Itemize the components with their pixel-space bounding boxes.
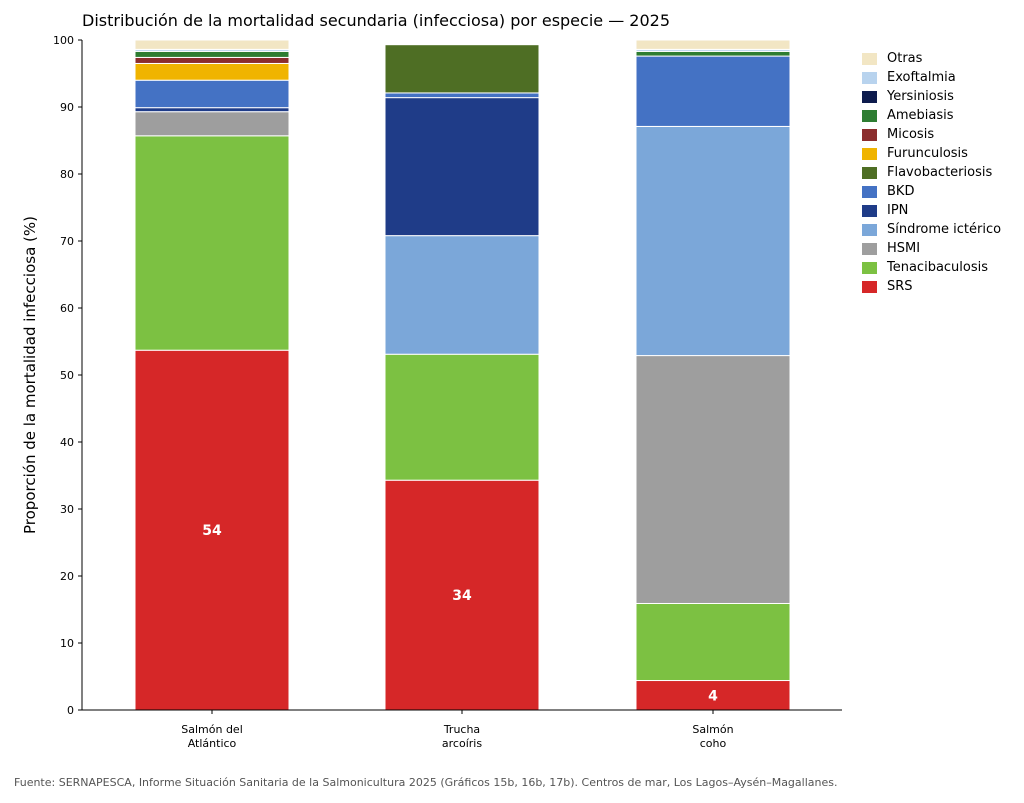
legend-label: Amebiasis [887, 108, 954, 123]
x-tick-label: Atlántico [188, 737, 237, 750]
bar-segment [384, 479, 540, 711]
legend-swatch [862, 223, 877, 236]
bar-segment [384, 92, 540, 99]
legend-swatch [862, 280, 877, 293]
legend-label: Síndrome ictérico [887, 222, 1002, 237]
bar-segment [384, 353, 540, 481]
x-tick-label: arcoíris [442, 737, 482, 750]
legend-item: Furunculosis [862, 144, 1001, 163]
bar-segment [635, 50, 791, 57]
bar-segment [134, 50, 290, 58]
bar-segment [134, 62, 290, 81]
y-tick-label: 80 [60, 168, 74, 181]
x-tick-label: coho [700, 737, 727, 750]
bar-data-label: 4 [708, 688, 718, 704]
bar-segment [134, 111, 290, 137]
legend-swatch [862, 52, 877, 65]
bar-segment [134, 56, 290, 64]
legend-item: BKD [862, 182, 1001, 201]
legend-swatch [862, 204, 877, 217]
legend-swatch [862, 242, 877, 255]
y-tick-label: 0 [67, 704, 74, 717]
bar-segment [635, 39, 791, 50]
legend-item: Exoftalmia [862, 68, 1001, 87]
y-tick-label: 70 [60, 235, 74, 248]
bar-segment [134, 39, 290, 50]
source-note: Fuente: SERNAPESCA, Informe Situación Sa… [14, 776, 838, 789]
legend-swatch [862, 128, 877, 141]
legend-swatch [862, 147, 877, 160]
bar-segment [635, 55, 791, 127]
y-tick-label: 60 [60, 302, 74, 315]
bar-data-label: 54 [202, 523, 222, 539]
y-axis-title: Proporción de la mortalidad infecciosa (… [21, 216, 39, 534]
y-tick-label: 50 [60, 369, 74, 382]
legend-item: Tenacibaculosis [862, 258, 1001, 277]
legend-label: Tenacibaculosis [887, 260, 989, 275]
y-tick-label: 100 [53, 34, 74, 47]
chart-title: Distribución de la mortalidad secundaria… [82, 11, 670, 30]
legend-label: Micosis [887, 127, 935, 142]
legend-label: BKD [887, 184, 915, 199]
legend-label: Exoftalmia [887, 70, 956, 85]
bar-segment [384, 97, 540, 237]
bar-segment [384, 235, 540, 355]
bar-segment [635, 355, 791, 604]
y-tick-label: 10 [60, 637, 74, 650]
legend-label: Yersiniosis [887, 89, 954, 104]
legend-item: IPN [862, 201, 1001, 220]
legend-swatch [862, 166, 877, 179]
legend-label: Furunculosis [887, 146, 968, 161]
bar-segment [635, 602, 791, 682]
bar-segment [134, 349, 290, 711]
legend-swatch [862, 71, 877, 84]
bar-data-label: 34 [452, 588, 472, 604]
legend-item: Otras [862, 49, 1001, 68]
legend-label: Otras [887, 51, 923, 66]
legend-item: Amebiasis [862, 106, 1001, 125]
y-tick-label: 20 [60, 570, 74, 583]
legend-swatch [862, 90, 877, 103]
x-tick-label: Salmón [692, 723, 733, 736]
data-labels-layer: 54 34 4 [202, 523, 718, 704]
bar-segment [134, 135, 290, 351]
legend-swatch [862, 109, 877, 122]
legend-item: Micosis [862, 125, 1001, 144]
legend-swatch [862, 185, 877, 198]
legend-item: SRS [862, 277, 1001, 296]
y-tick-label: 90 [60, 101, 74, 114]
legend-label: IPN [887, 203, 909, 218]
bar-segment [635, 125, 791, 357]
bar-segment [134, 107, 290, 113]
x-tick-label: Trucha [443, 723, 480, 736]
axes-layer: 0 10 20 30 40 50 60 70 80 90 100 Salmón delAtlántic… [53, 34, 842, 750]
bar-segment [134, 79, 290, 109]
y-tick-label: 40 [60, 436, 74, 449]
legend-item: Flavobacteriosis [862, 163, 1001, 182]
legend: Otras Exoftalmia Yersiniosis Amebiasis Micos… [862, 49, 1001, 296]
legend-label: SRS [887, 279, 913, 294]
legend-item: HSMI [862, 239, 1001, 258]
legend-item: Yersiniosis [862, 87, 1001, 106]
legend-label: HSMI [887, 241, 921, 256]
legend-swatch [862, 261, 877, 274]
legend-label: Flavobacteriosis [887, 165, 993, 180]
legend-item: Síndrome ictérico [862, 220, 1001, 239]
bars-layer [134, 39, 791, 711]
x-tick-label: Salmón del [181, 723, 243, 736]
y-tick-label: 30 [60, 503, 74, 516]
bar-segment [384, 44, 540, 94]
